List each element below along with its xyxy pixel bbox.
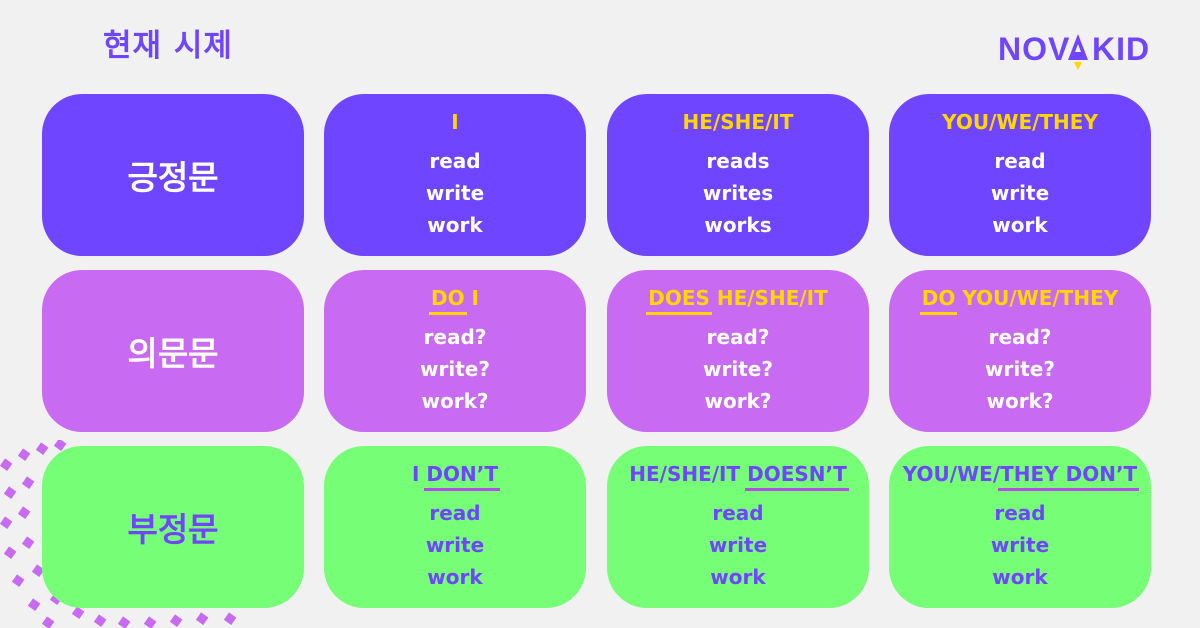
cell-negative-he-she-it: HE/SHE/IT DOESN’T read write work [607,446,869,608]
verb: read [429,501,481,525]
row-label-question: 의문문 [42,270,304,432]
verb: write? [985,357,1055,381]
auxiliary-highlight: DO [919,286,957,315]
subject-header: DOES HE/SHE/IT [646,286,828,315]
verb: write [990,181,1050,205]
verb: work [710,565,766,589]
verb: write [425,181,485,205]
page-title: 현재 시제 [103,28,233,64]
verb: read [429,149,481,173]
verb: work [427,565,483,589]
verb: work? [704,389,772,413]
verb: read [994,149,1046,173]
verb: work? [986,389,1054,413]
cell-negative-you-we-they: YOU/WE/THEY DON’T read write work [889,446,1151,608]
novakid-logo: NOV KID [998,30,1158,74]
subject-header: YOU/WE/THEY [942,110,1098,134]
rocket-icon [1074,62,1082,70]
verb: write? [420,357,490,381]
verb: write [990,533,1050,557]
subject-header: HE/SHE/IT [682,110,794,134]
auxiliary-highlight: DO [429,286,467,315]
cell-affirmative-you-we-they: YOU/WE/THEY read write work [889,94,1151,256]
logo-graphic: NOV KID [998,31,1150,70]
verb: write [425,533,485,557]
verb: read? [423,325,487,349]
verb: read? [706,325,770,349]
auxiliary-highlight: DOES [646,286,712,315]
cell-question-he-she-it: DOES HE/SHE/IT read? write? work? [607,270,869,432]
verb: writes [702,181,774,205]
subject-header: I DON’T [412,462,500,491]
decorative-dots [0,440,237,628]
verb: work [992,565,1048,589]
row-label-affirmative: 긍정문 [42,94,304,256]
subject-header: DO YOU/WE/THEY [919,286,1119,315]
verb: reads [706,149,770,173]
cell-negative-i: I DON’T read write work [324,446,586,608]
cell-affirmative-i: I read write work [324,94,586,256]
svg-text:NOV: NOV [998,31,1070,67]
subject-header: HE/SHE/IT DOESN’T [629,462,849,491]
verb: work? [421,389,489,413]
auxiliary-highlight: THEY DON’T [998,462,1140,491]
row-title: 의문문 [127,334,219,373]
verb: works [704,213,772,237]
verb: work [992,213,1048,237]
verb: write? [703,357,773,381]
verb: read [994,501,1046,525]
cell-affirmative-he-she-it: HE/SHE/IT reads writes works [607,94,869,256]
verb: work [427,213,483,237]
verb: read [712,501,764,525]
row-title: 긍정문 [127,158,219,197]
subject-header: YOU/WE/THEY DON’T [902,462,1140,491]
svg-text:KID: KID [1092,31,1150,67]
row-title: 부정문 [127,510,219,549]
subject-header: I [451,110,459,134]
auxiliary-highlight: DON’T [424,462,500,491]
row-label-negative: 부정문 [42,446,304,608]
cell-question-i: DO I read? write? work? [324,270,586,432]
verb: write [708,533,768,557]
subject-header: DO I [429,286,479,315]
cell-question-you-we-they: DO YOU/WE/THEY read? write? work? [889,270,1151,432]
verb: read? [988,325,1052,349]
auxiliary-highlight: DOESN’T [745,462,849,491]
